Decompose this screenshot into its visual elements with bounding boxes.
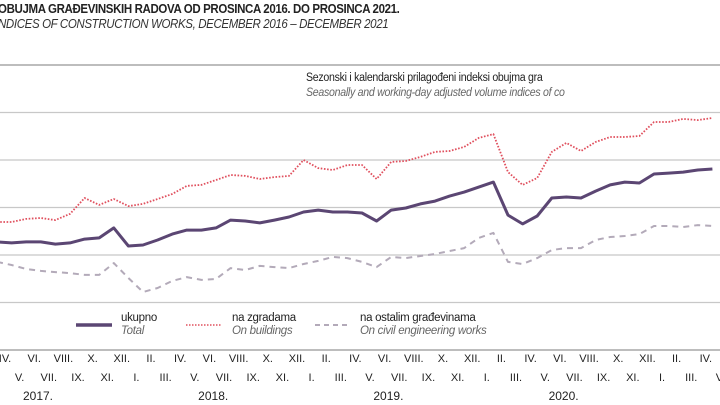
legend-item-civil: na ostalim građevinama On civil engineer… [360,312,487,337]
month-label: VI. [378,353,391,365]
month-label: IX. [246,372,259,384]
month-label: XII. [114,353,131,365]
legend-item-buildings: na zgradama On buildings [232,312,296,337]
month-label: V. [716,372,720,384]
month-label: V. [365,372,374,384]
month-label: VIII. [579,353,599,365]
month-label: XI. [100,372,113,384]
month-label: V. [541,372,550,384]
month-label: I. [133,372,139,384]
month-label: VII. [41,372,58,384]
legend-item-total: ukupno Total [121,312,157,337]
month-label: VII. [391,372,408,384]
month-label: V. [15,372,24,384]
month-label: XI. [451,372,464,384]
month-label: XII. [639,353,656,365]
legend-label-en: Total [121,325,145,337]
month-label: II. [146,353,155,365]
month-label: XI. [626,372,639,384]
legend-label: na ostalim građevinama [360,312,476,324]
series-line-civil [0,224,713,293]
month-label: VIII. [404,353,424,365]
month-label: II. [672,353,681,365]
year-label: 2019. [373,389,403,403]
month-label: IV. [700,353,712,365]
month-label: IV. [0,353,11,365]
month-label: IV. [524,353,536,365]
month-label: III. [335,372,347,384]
x-axis-labels: IV.V.VI.VII.VIII.IX.X.XI.XII.I.II.III.IV… [0,353,720,403]
year-label: 2018. [198,389,228,403]
gridlines [0,111,720,304]
month-label: VI. [553,353,566,365]
month-label: XI. [276,372,289,384]
series-line-buildings [0,117,713,223]
month-label: X. [263,353,273,365]
month-label: IX. [71,372,84,384]
chart-title: OBUJMA GRAĐEVINSKIH RADOVA OD PROSINCA 2… [0,2,400,16]
month-label: I. [309,372,315,384]
month-label: V. [190,372,199,384]
month-label: IX. [597,372,610,384]
chart-subtitle: NDICES OF CONSTRUCTION WORKS, DECEMBER 2… [0,17,389,31]
legend-label: ukupno [121,312,157,324]
month-label: IV. [174,353,186,365]
month-label: X. [87,353,97,365]
month-label: VI. [203,353,216,365]
month-label: XII. [289,353,306,365]
month-label: VII. [566,372,583,384]
month-label: VI. [27,353,40,365]
legend-label-en: On civil engineering works [360,325,487,337]
month-label: III. [685,372,697,384]
month-label: I. [659,372,665,384]
series-lines [0,117,713,293]
month-label: XII. [464,353,481,365]
series-line-total [0,167,713,248]
chart-note-en: Seasonally and working-day adjusted volu… [306,87,565,99]
month-label: IV. [349,353,361,365]
month-label: II. [322,353,331,365]
month-label: I. [484,372,490,384]
month-label: III. [510,372,522,384]
month-label: III. [159,372,171,384]
month-label: IX. [422,372,435,384]
year-label: 2020. [549,389,579,403]
legend-label-en: On buildings [232,325,293,337]
year-label: 2017. [23,389,53,403]
chart-note: Sezonski i kalendarski prilagođeni indek… [306,72,543,84]
month-label: VIII. [54,353,74,365]
month-label: VII. [216,372,233,384]
legend-label: na zgradama [232,312,296,324]
month-label: VIII. [229,353,249,365]
month-label: X. [438,353,448,365]
month-label: X. [613,353,623,365]
month-label: II. [497,353,506,365]
